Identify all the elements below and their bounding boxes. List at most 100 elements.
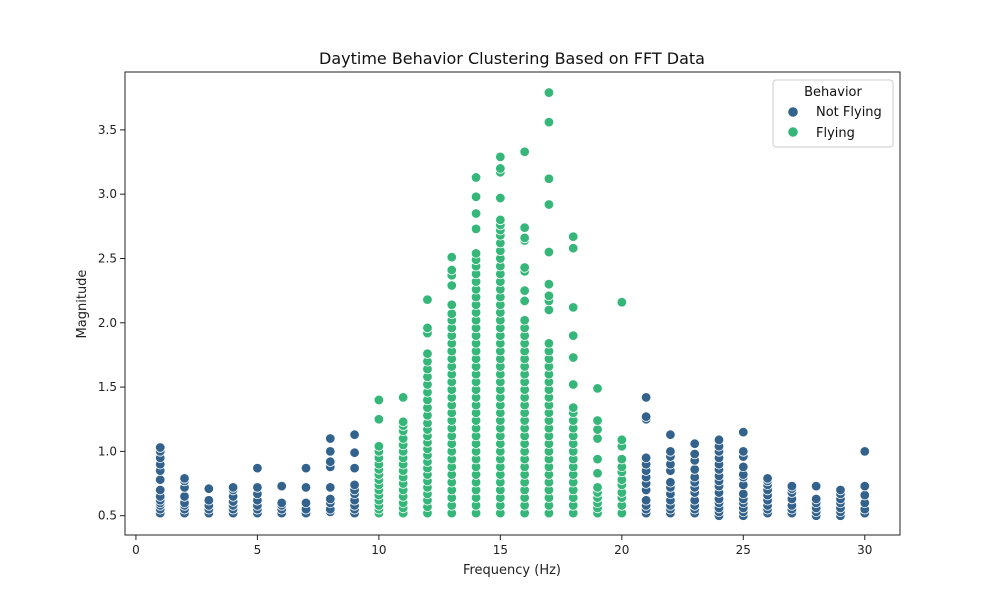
scatter-point-flying xyxy=(519,295,530,307)
scatter-point-not-flying xyxy=(325,482,336,493)
scatter-point-not-flying xyxy=(203,495,215,506)
x-tick-label: 5 xyxy=(254,543,262,557)
scatter-point-not-flying xyxy=(640,495,652,506)
scatter-point-not-flying xyxy=(713,434,725,446)
scatter-point-flying xyxy=(568,352,579,363)
scatter-point-flying xyxy=(616,297,628,308)
scatter-point-flying xyxy=(592,468,603,479)
scatter-point-flying xyxy=(519,222,530,233)
scatter-point-flying xyxy=(446,264,457,276)
scatter-point-not-flying xyxy=(640,411,652,422)
scatter-point-not-flying xyxy=(300,497,312,509)
scatter-point-flying xyxy=(616,453,628,465)
scatter-point-flying xyxy=(568,242,579,254)
scatter-point-flying xyxy=(543,87,555,98)
scatter-point-flying xyxy=(519,315,530,326)
legend-marker-not-flying xyxy=(787,106,799,118)
scatter-point-not-flying xyxy=(689,448,700,460)
scatter-point-not-flying xyxy=(252,482,263,493)
scatter-point-flying xyxy=(495,151,506,163)
legend-label-not-flying: Not Flying xyxy=(816,105,882,120)
scatter-point-not-flying xyxy=(810,493,822,505)
scatter-point-not-flying xyxy=(859,489,870,501)
scatter-point-not-flying xyxy=(689,438,700,449)
scatter-point-flying xyxy=(568,302,579,313)
x-tick-label: 15 xyxy=(493,543,508,557)
scatter-point-not-flying xyxy=(325,456,336,467)
x-tick-label: 25 xyxy=(736,543,751,557)
scatter-point-not-flying xyxy=(325,433,336,444)
scatter-point-not-flying xyxy=(665,477,676,488)
scatter-point-not-flying xyxy=(349,479,360,491)
scatter-point-flying xyxy=(422,348,433,359)
scatter-point-flying xyxy=(470,191,482,202)
legend-marker-flying xyxy=(787,126,799,138)
scatter-point-flying xyxy=(397,392,409,403)
scatter-point-not-flying xyxy=(738,488,749,500)
plot-frame xyxy=(124,71,901,536)
scatter-point-not-flying xyxy=(738,461,749,473)
scatter-point-flying xyxy=(519,146,530,157)
scatter-point-not-flying xyxy=(155,474,166,485)
scatter-point-not-flying xyxy=(203,483,215,494)
scatter-point-flying xyxy=(592,453,603,465)
scatter-point-not-flying xyxy=(859,446,870,457)
scatter-point-flying xyxy=(519,232,530,244)
scatter-point-not-flying xyxy=(276,497,287,509)
scatter-point-not-flying xyxy=(227,482,239,493)
scatter-point-flying xyxy=(495,163,506,174)
scatter-point-flying xyxy=(568,379,579,390)
scatter-point-flying xyxy=(373,414,385,425)
scatter-point-not-flying xyxy=(689,464,700,475)
legend-box xyxy=(772,79,894,148)
scatter-point-flying xyxy=(568,330,579,341)
scatter-point-flying xyxy=(446,308,457,319)
scatter-point-flying xyxy=(470,223,482,235)
scatter-point-flying xyxy=(543,304,555,316)
scatter-point-not-flying xyxy=(252,462,263,474)
y-tick-label: 2.5 xyxy=(98,251,117,265)
scatter-point-not-flying xyxy=(859,480,870,492)
scatter-point-not-flying xyxy=(179,491,190,502)
scatter-point-flying xyxy=(543,338,555,349)
y-tick-label: 0.5 xyxy=(98,509,117,523)
scatter-point-not-flying xyxy=(640,392,652,403)
scatter-point-flying xyxy=(543,116,555,128)
scatter-point-flying xyxy=(568,402,579,413)
x-tick-label: 10 xyxy=(371,543,386,557)
scatter-point-flying xyxy=(422,322,433,334)
points-layer xyxy=(155,87,870,521)
scatter-point-flying xyxy=(543,199,555,210)
scatter-point-not-flying xyxy=(155,484,166,496)
scatter-point-not-flying xyxy=(835,484,846,496)
scatter-point-not-flying xyxy=(349,462,360,474)
scatter-point-flying xyxy=(592,424,603,435)
x-axis-label: Frequency (Hz) xyxy=(463,563,561,578)
scatter-point-flying xyxy=(543,246,555,258)
scatter-point-flying xyxy=(495,214,506,226)
scatter-point-flying xyxy=(470,208,482,219)
scatter-point-not-flying xyxy=(300,482,312,493)
scatter-point-flying xyxy=(543,290,555,301)
scatter-point-not-flying xyxy=(762,473,773,484)
scatter-point-not-flying xyxy=(276,480,287,492)
y-tick-label: 1.5 xyxy=(98,380,117,394)
scatter-point-not-flying xyxy=(349,447,360,458)
y-tick-label: 3.5 xyxy=(98,123,117,137)
scatter-point-flying xyxy=(373,441,385,452)
legend-label-flying: Flying xyxy=(816,126,855,141)
scatter-point-not-flying xyxy=(810,480,822,492)
scatter-point-not-flying xyxy=(179,473,190,484)
scatter-point-flying xyxy=(519,285,530,296)
scatter-point-flying xyxy=(446,299,457,310)
scatter-point-flying xyxy=(543,173,555,184)
scatter-point-not-flying xyxy=(349,429,360,440)
scatter-point-flying xyxy=(568,231,579,242)
scatter-point-not-flying xyxy=(738,446,749,457)
scatter-point-flying xyxy=(422,294,433,305)
scatter-point-not-flying xyxy=(786,480,798,492)
y-tick-label: 2.0 xyxy=(98,316,117,330)
x-axis: 0 5 10 15 20 25 30 xyxy=(132,535,872,557)
plot-area xyxy=(124,71,901,536)
x-tick-label: 30 xyxy=(857,543,872,557)
